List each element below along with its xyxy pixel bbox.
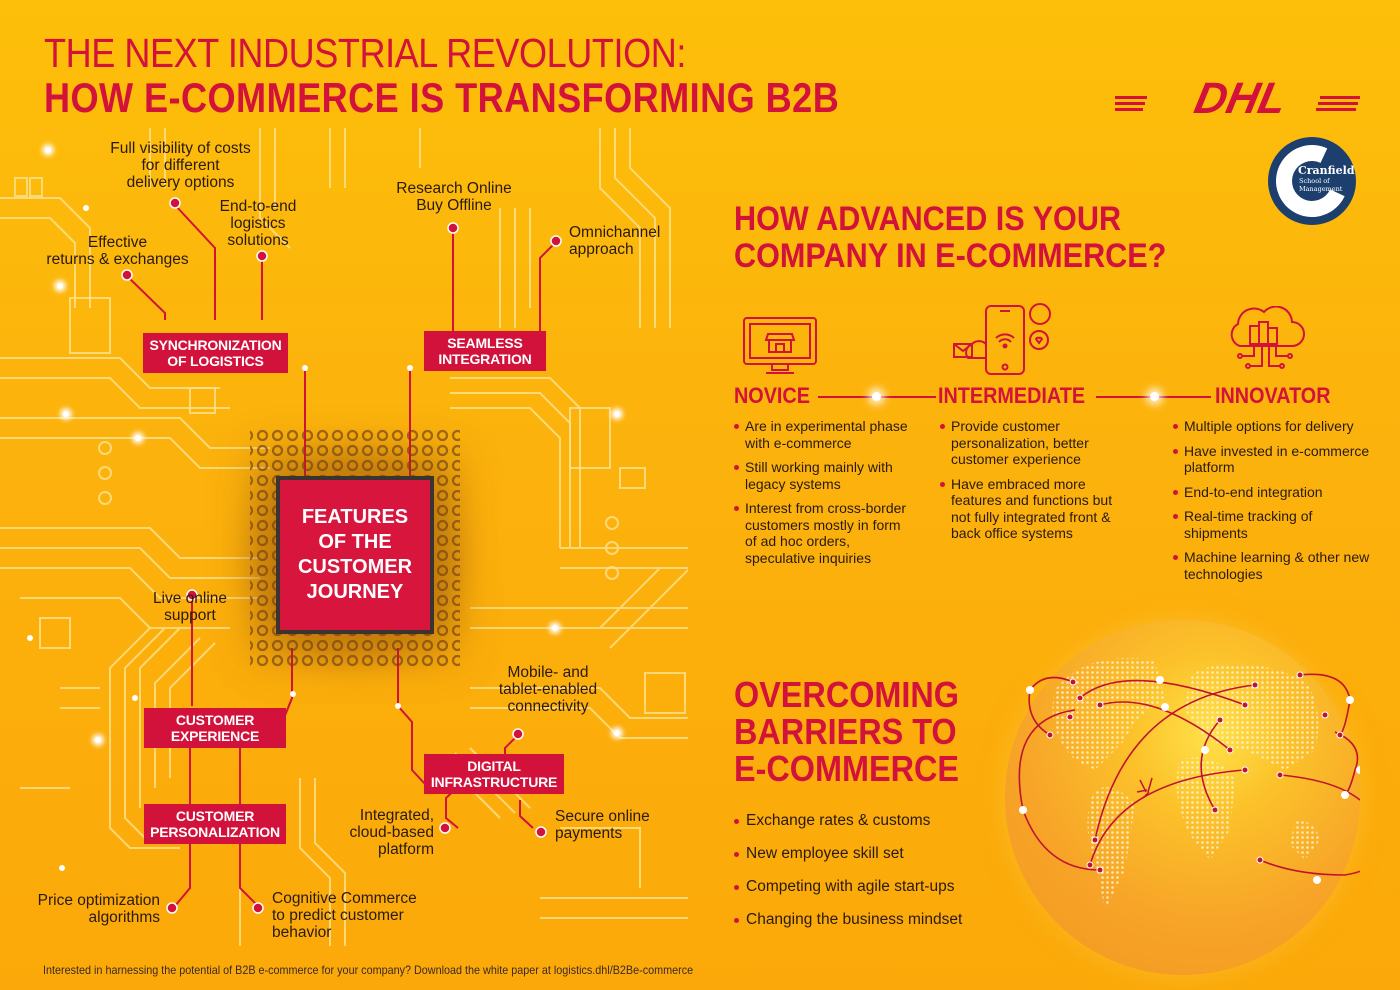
list-item: Changing the business mindset (734, 911, 984, 929)
customer-journey-chip: FEATURES OF THE CUSTOMER JOURNEY (276, 476, 434, 634)
circuit-board-diagram: Full visibility of costs for different del… (0, 128, 688, 946)
list-item: Have embraced more features and function… (940, 476, 1125, 542)
globe-illustration (1005, 620, 1360, 975)
list-item: Provide customer personalization, better… (940, 418, 1125, 468)
title-line-2: HOW E-COMMERCE IS TRANSFORMING B2B (44, 74, 840, 121)
barriers-heading-line-1: OVERCOMING (734, 674, 960, 715)
tag-synchronization-of-logistics: SYNCHRONIZATION OF LOGISTICS (143, 333, 288, 373)
list-item: Interest from cross-border customers mos… (734, 500, 914, 566)
feature-cost-visibility: Full visibility of costs for different del… (110, 140, 251, 191)
list-item: Multiple options for delivery (1173, 418, 1373, 435)
cloud-network-icon (1222, 305, 1308, 381)
list-item: Machine learning & other new technologie… (1173, 549, 1373, 582)
tag-digital-infrastructure: DIGITAL INFRASTRUCTURE (424, 754, 564, 794)
feature-omnichannel: Omnichannel approach (569, 224, 661, 258)
stage-intermediate-label: INTERMEDIATE (938, 383, 1086, 408)
list-item: Real-time tracking of shipments (1173, 508, 1373, 541)
dhl-logo: DHL (1115, 74, 1360, 123)
tag-customer-personalization: CUSTOMER PERSONALIZATION (144, 804, 286, 844)
list-item: End-to-end integration (1173, 484, 1373, 501)
list-item: Competing with agile start-ups (734, 878, 984, 896)
feature-ropo: Research Online Buy Offline (396, 180, 512, 214)
feature-cloud-platform: Integrated, cloud-based platform (349, 807, 434, 858)
list-item: Are in experimental phase with e-commerc… (734, 418, 914, 451)
dhl-logo-icon: DHL (1115, 74, 1360, 123)
svg-text:DHL: DHL (1190, 78, 1291, 118)
feature-price-optimization: Price optimization algorithms (37, 892, 160, 926)
feature-cognitive-commerce: Cognitive Commerce to predict customer beh… (272, 890, 417, 941)
tag-seamless-integration: SEAMLESS INTEGRATION (424, 331, 546, 371)
list-item: New employee skill set (734, 845, 984, 863)
world-map-icon (1018, 658, 1360, 910)
list-item: Have invested in e-commerce platform (1173, 443, 1373, 476)
intermediate-points: Provide customer personalization, better… (940, 418, 1125, 550)
timeline-dot (872, 392, 881, 401)
feature-mobile-connectivity: Mobile- and tablet-enabled connectivity (498, 664, 598, 715)
smartphone-wifi-icon (950, 300, 1060, 385)
stage-novice-label: NOVICE (734, 383, 810, 408)
feature-end-to-end-logistics: End-to-end logistics solutions (219, 198, 297, 249)
barriers-heading-line-2: BARRIERS TO (734, 711, 957, 752)
cranfield-logo: Cranfield School of Management (1268, 137, 1356, 225)
novice-points: Are in experimental phase with e-commerc… (734, 418, 914, 574)
feature-live-support: Live online support (152, 590, 228, 624)
monitor-storefront-icon (742, 316, 818, 381)
maturity-heading-line-1: HOW ADVANCED IS YOUR (734, 200, 1122, 238)
maturity-heading-line-2: COMPANY IN E-COMMERCE? (734, 237, 1167, 275)
tag-customer-experience: CUSTOMER EXPERIENCE (144, 708, 286, 748)
stage-innovator-label: INNOVATOR (1215, 383, 1331, 408)
barriers-heading-line-3: E-COMMERCE (734, 748, 959, 789)
barriers-list: Exchange rates & customs New employee sk… (734, 812, 984, 944)
list-item: Still working mainly with legacy systems (734, 459, 914, 492)
list-item: Exchange rates & customs (734, 812, 984, 830)
feature-secure-payments: Secure online payments (555, 808, 650, 842)
footer-note: Interested in harnessing the potential o… (43, 963, 694, 977)
title-line-1: THE NEXT INDUSTRIAL REVOLUTION: (44, 30, 686, 76)
timeline-dot (1150, 392, 1159, 401)
innovator-points: Multiple options for delivery Have inves… (1173, 418, 1373, 590)
feature-effective-returns: Effective returns & exchanges (46, 234, 189, 268)
